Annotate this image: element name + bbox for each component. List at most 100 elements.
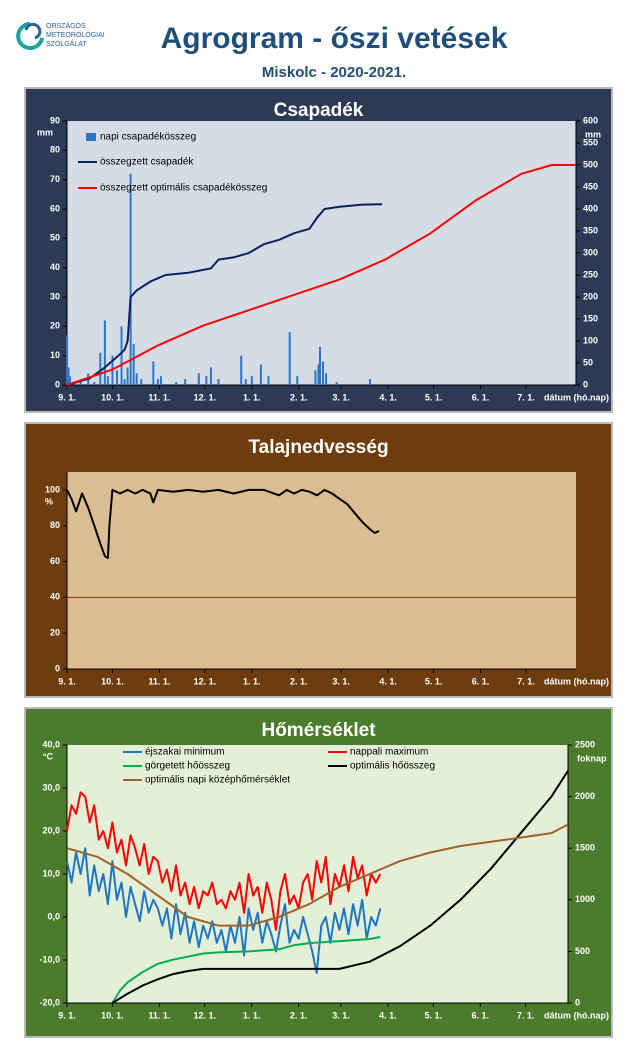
- bar: [129, 173, 132, 385]
- x-tick-label: 10. 1.: [101, 1010, 124, 1020]
- chart: Hőmérséklet -20,0 -10,0 0,0 10,0 20,0 30,0 40,0…: [24, 707, 613, 1038]
- y2-tick-label: 500: [575, 946, 590, 956]
- bar: [132, 343, 135, 385]
- series-line: [111, 936, 381, 1004]
- bar: [123, 379, 126, 385]
- x-tick-label: 5. 1.: [425, 1010, 443, 1020]
- bar: [135, 373, 138, 385]
- x-tick-label: 9. 1.: [58, 392, 76, 402]
- plot-area: [67, 121, 576, 385]
- y2-tick-label: 550: [583, 137, 598, 147]
- y2-tick-label: 350: [583, 225, 598, 235]
- y2-tick-label: 300: [583, 247, 598, 257]
- bar: [99, 352, 102, 385]
- legend-label: nappali maximum: [350, 747, 428, 758]
- y-tick-label: 50: [50, 233, 60, 243]
- y2-tick-label: 0: [575, 997, 580, 1007]
- y-tick-label: 10,0: [42, 868, 60, 878]
- x-tick-label: 3. 1.: [332, 676, 350, 686]
- y-tick-label: 40: [50, 592, 60, 602]
- y-unit: %: [45, 496, 53, 506]
- x-tick-label: 3. 1.: [332, 1010, 350, 1020]
- x-tick-label: 5. 1.: [425, 676, 443, 686]
- legend-label: éjszakai minimum: [145, 747, 224, 758]
- bar: [184, 379, 187, 385]
- x-tick-label: 5. 1.: [425, 392, 443, 402]
- y2-tick-label: 600: [583, 115, 598, 125]
- logo-text: METEOROLÓGIAI: [46, 30, 105, 39]
- y-tick-label: 30,0: [42, 782, 60, 792]
- logo-swirl: [24, 22, 42, 40]
- x-tick-label: 1. 1.: [243, 1010, 261, 1020]
- chart: Talajnedvesség 0 20 40 60 80 100% 9. 1. 10. 1. 11…: [24, 422, 613, 698]
- bar: [115, 370, 118, 385]
- y2-tick-label: 400: [583, 203, 598, 213]
- series-line: [66, 823, 569, 927]
- y-tick-label: 20,0: [42, 825, 60, 835]
- legend-swatch: [86, 133, 96, 141]
- bar: [67, 367, 70, 385]
- x-tick-label: 1. 1.: [243, 676, 261, 686]
- bar: [156, 379, 159, 385]
- y-tick-label: 80: [50, 145, 60, 155]
- bar: [197, 373, 200, 385]
- x-axis-label: dátum (hó.nap): [544, 392, 609, 402]
- bar: [259, 364, 262, 385]
- x-axis-label: dátum (hó.nap): [544, 1010, 609, 1020]
- x-tick-label: 9. 1.: [58, 1010, 76, 1020]
- bar: [159, 376, 162, 385]
- x-tick-label: 9. 1.: [58, 676, 76, 686]
- plot-area: [67, 472, 576, 669]
- x-tick-label: 7. 1.: [517, 676, 535, 686]
- bar: [368, 379, 371, 385]
- y-unit: mm: [37, 127, 53, 137]
- x-tick-label: 4. 1.: [379, 1010, 397, 1020]
- y2-unit: mm: [585, 129, 601, 139]
- bar: [325, 373, 328, 385]
- bar: [152, 361, 155, 385]
- x-tick-label: 11. 1.: [148, 392, 170, 402]
- page-subtitle: Miskolc - 2020-2021.: [262, 64, 406, 81]
- y-tick-label: 20: [50, 321, 60, 331]
- bar: [120, 326, 123, 385]
- logo: ORSZÁGOS METEOROLÓGIAI SZOLGÁLAT: [16, 21, 105, 50]
- bar: [126, 367, 129, 385]
- y-tick-label: 10: [50, 350, 60, 360]
- x-tick-label: 6. 1.: [472, 676, 490, 686]
- x-tick-label: 11. 1.: [148, 1010, 170, 1020]
- y2-unit: foknap: [577, 753, 607, 763]
- series-line: [66, 203, 383, 386]
- page-title: Agrogram - őszi vetések: [161, 22, 508, 55]
- bar: [244, 379, 247, 385]
- bar: [217, 379, 220, 385]
- y-tick-label: -20,0: [39, 997, 60, 1007]
- x-axis-label: dátum (hó.nap): [544, 676, 609, 686]
- legend-label: összegzett csapadék: [100, 157, 194, 168]
- y2-tick-label: 200: [583, 291, 598, 301]
- x-tick-label: 12. 1.: [194, 392, 217, 402]
- y-tick-label: 100: [45, 484, 60, 494]
- bar: [106, 376, 109, 385]
- logo-text: ORSZÁGOS: [46, 21, 86, 30]
- bar: [205, 376, 208, 385]
- y-tick-label: 0,0: [47, 911, 60, 921]
- x-tick-label: 6. 1.: [471, 1010, 489, 1020]
- bar: [288, 332, 291, 385]
- bar: [335, 382, 338, 385]
- series-line: [66, 164, 576, 386]
- x-tick-label: 12. 1.: [193, 1010, 216, 1020]
- y-tick-label: 40,0: [42, 739, 60, 749]
- x-tick-label: 3. 1.: [332, 392, 350, 402]
- bar: [103, 320, 106, 385]
- y2-tick-label: 0: [583, 379, 588, 389]
- chart-title: Hőmérséklet: [261, 720, 376, 741]
- y2-tick-label: 50: [583, 357, 593, 367]
- y-tick-label: 0: [55, 663, 60, 673]
- logo-text: SZOLGÁLAT: [46, 39, 87, 48]
- x-tick-label: 4. 1.: [379, 676, 397, 686]
- x-tick-label: 2. 1.: [290, 676, 308, 686]
- bar: [317, 364, 320, 385]
- x-tick-label: 10. 1.: [101, 392, 124, 402]
- chart-title: Talajnedvesség: [248, 437, 388, 458]
- y-tick-label: 60: [50, 203, 60, 213]
